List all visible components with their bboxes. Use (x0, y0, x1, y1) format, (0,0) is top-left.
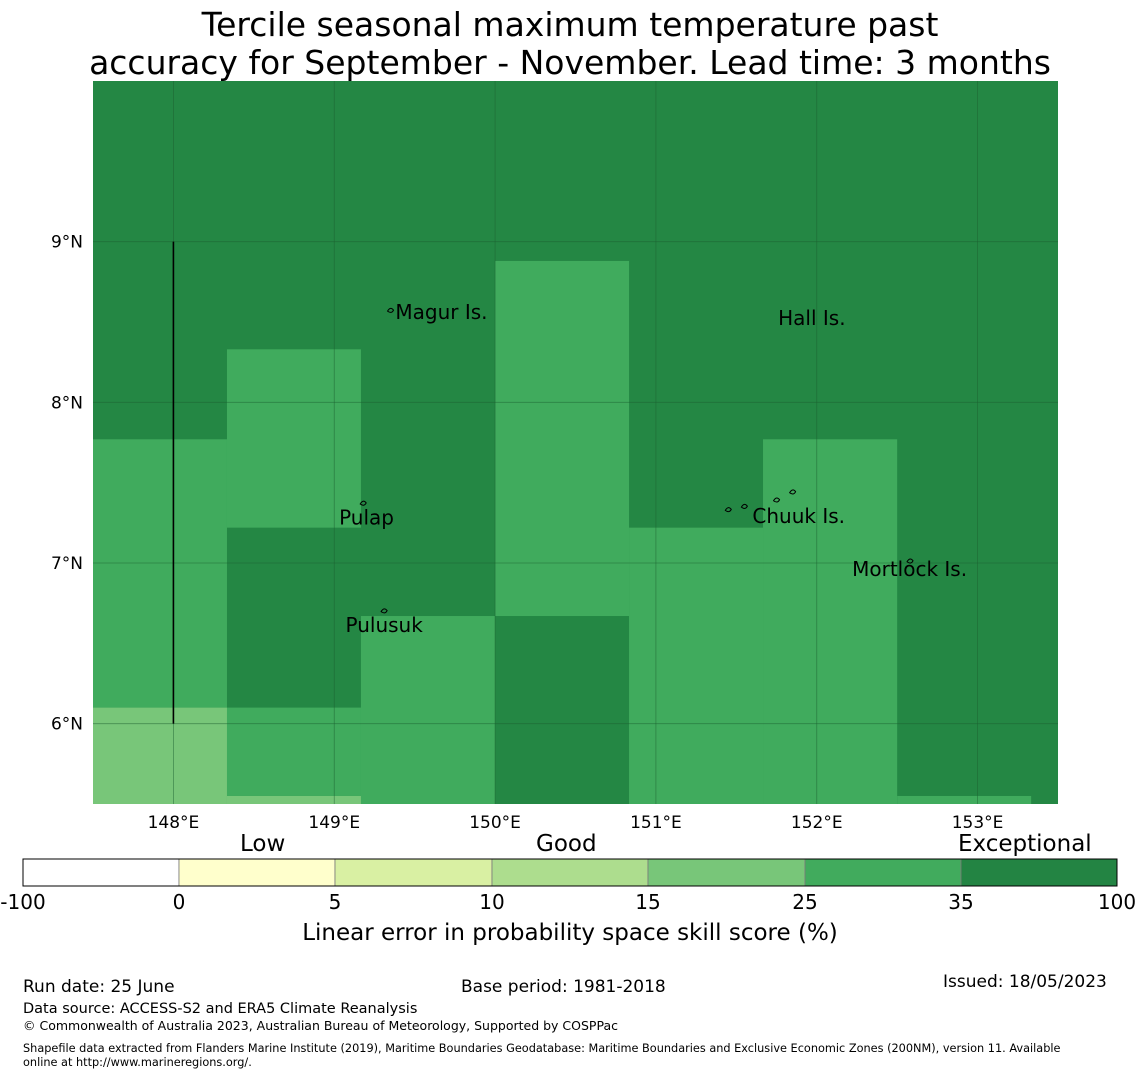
skill-grid-cell (226, 795, 361, 804)
longitude-tick-label: 153°E (952, 813, 1004, 833)
island-outline (740, 503, 748, 509)
colorbar-tick-label: 10 (479, 890, 505, 914)
colorbar-tick-label: -100 (0, 890, 46, 914)
skill-grid-cell (629, 527, 764, 804)
skill-grid-cell (226, 349, 361, 528)
base-period: Base period: 1981-2018 (461, 977, 666, 997)
colorbar-outline (22, 858, 1118, 887)
skill-grid-cell (763, 439, 898, 804)
colorbar-bin (960, 858, 1118, 887)
colorbar-bin (178, 858, 336, 887)
colorbar-category-low: Low (240, 831, 286, 857)
colorbar-label: Linear error in probability space skill … (302, 920, 838, 946)
latitude-tick-label: 6°N (51, 715, 83, 735)
colorbar-category-good: Good (536, 831, 597, 857)
longitude-tick-label: 152°E (791, 813, 843, 833)
colorbar-tick-label: 0 (172, 890, 186, 914)
data-source: Data source: ACCESS-S2 and ERA5 Climate … (23, 1001, 418, 1017)
map-title-line-1: Tercile seasonal maximum temperature pas… (201, 5, 939, 44)
colorbar-tick-label: 25 (792, 890, 818, 914)
skill-grid-cell (93, 439, 227, 708)
colorbar-tick-label: 15 (635, 890, 661, 914)
map-area: Magur Is. Hall Is. Pulap Chuuk Is. Mortlock … (51, 81, 1058, 833)
island-outline (788, 489, 797, 495)
island-outline (906, 558, 914, 564)
longitude-tick-label: 149°E (308, 813, 360, 833)
longitude-tick-label: 148°E (148, 813, 200, 833)
skill-grid-cell (897, 795, 1032, 804)
colorbar-category-exceptional: Exceptional (958, 831, 1092, 857)
map-title-line-2: accuracy for September - November. Lead … (89, 43, 1051, 82)
issued-date: Issued: 18/05/2023 (943, 972, 1107, 992)
island-outline (724, 507, 732, 513)
longitude-tick-label: 151°E (630, 813, 682, 833)
skill-grid-cell (495, 260, 630, 617)
island-outline (380, 608, 388, 614)
colorbar-bin (334, 858, 493, 887)
colorbar-tick-label: 35 (948, 890, 974, 914)
place-label: Pulusuk (346, 613, 424, 637)
latitude-tick-label: 7°N (51, 554, 83, 574)
copyright-notice: © Commonwealth of Australia 2023, Austra… (23, 1018, 618, 1033)
colorbar-bin (491, 858, 649, 887)
colorbar-bin (22, 858, 180, 887)
island-outline (386, 307, 395, 313)
colorbar-tick-label: 100 (1097, 890, 1137, 914)
place-label: Pulap (339, 505, 394, 529)
run-date: Run date: 25 June (23, 977, 175, 997)
skill-grid-cell (226, 707, 361, 796)
place-label: Hall Is. (778, 306, 845, 330)
colorbar-tick-label: 5 (328, 890, 342, 914)
skill-grid-cell (360, 616, 496, 804)
latitude-tick-label: 9°N (51, 233, 83, 253)
place-label: Mortlock Is. (852, 557, 967, 581)
shapefile-credit-line-2: online at http://www.marineregions.org/. (23, 1056, 252, 1069)
colorbar-bin (804, 858, 962, 887)
colorbar-bin (647, 858, 806, 887)
latitude-tick-label: 8°N (51, 393, 83, 413)
island-outline (359, 500, 367, 506)
shapefile-credit-line-1: Shapefile data extracted from Flanders M… (23, 1042, 1061, 1055)
map-title: Tercile seasonal maximum temperature pas… (0, 6, 1140, 82)
place-label: Magur Is. (395, 300, 487, 324)
island-outline (772, 497, 781, 503)
place-label: Chuuk Is. (752, 504, 845, 528)
longitude-tick-label: 150°E (469, 813, 521, 833)
